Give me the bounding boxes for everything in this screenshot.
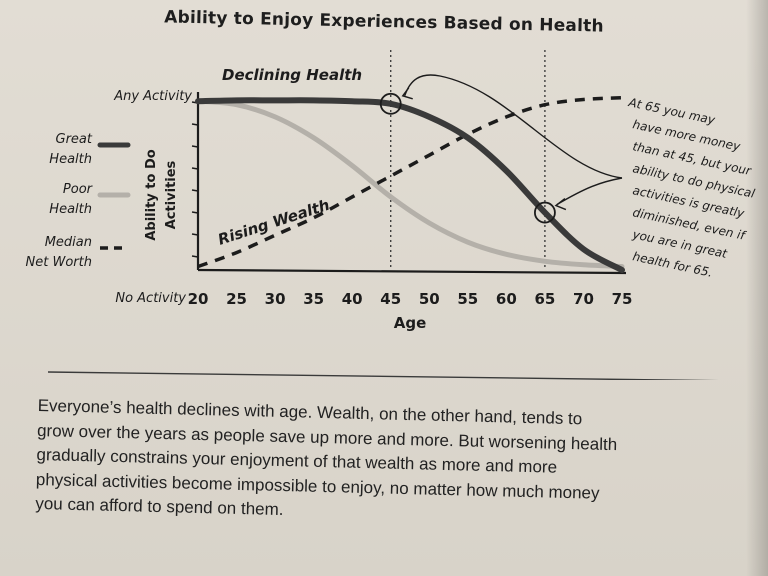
- annotation-arrow-65: [556, 177, 623, 206]
- y-axis-tick-mark: [191, 189, 199, 192]
- annotation-arrowhead-65: [554, 198, 567, 211]
- y-top-label: Any Activity: [113, 89, 192, 104]
- x-tick-label-25: 25: [226, 290, 247, 308]
- page-fold-shadow: [746, 0, 768, 576]
- y-axis-tick-mark: [191, 211, 199, 214]
- legend-label-median-net-worth: Net Worth: [26, 255, 92, 270]
- y-axis-tick-mark: [191, 167, 199, 170]
- y-axis-tick-mark: [191, 233, 199, 236]
- series-line-poor-health: [195, 98, 625, 270]
- x-tick-label-35: 35: [303, 290, 324, 308]
- x-tick-label-45: 45: [380, 290, 401, 308]
- x-tick-label-55: 55: [457, 290, 478, 308]
- series-line-great-health: [195, 97, 625, 273]
- legend-label-median-net-worth: Median: [45, 235, 92, 250]
- marker-circle-45: [379, 92, 402, 115]
- marker-circle-65: [534, 201, 556, 224]
- x-tick-label-70: 70: [573, 290, 594, 308]
- y-axis-label-line-1: Ability to Do: [144, 149, 159, 240]
- chart: 20 25 30 35 40 45 50 55 60 65 70 75 Age Ability to D…: [26, 50, 757, 380]
- legend-label-poor-health: Poor: [63, 182, 94, 197]
- annotation-arrowhead-45: [401, 87, 413, 100]
- x-axis-line: [197, 268, 627, 275]
- annotation-rising-wealth: Rising Wealth: [216, 196, 332, 249]
- x-tick-label-50: 50: [419, 290, 440, 308]
- x-tick-label-75: 75: [612, 290, 633, 308]
- annotation-arrow-45: [404, 74, 623, 179]
- section-divider: [47, 371, 719, 380]
- caption: Everyone’s health declines with age. Wea…: [35, 394, 738, 534]
- y-axis-tick-mark: [191, 255, 199, 258]
- annotation-declining-health: Declining Health: [222, 66, 362, 84]
- series-line-median-net-worth: [197, 95, 623, 269]
- x-tick-label-60: 60: [496, 290, 517, 308]
- x-tick-label-40: 40: [342, 290, 363, 308]
- x-axis-label: Age: [394, 314, 427, 332]
- legend-label-great-health: Health: [49, 152, 92, 167]
- y-axis-label-line-2: Activities: [164, 160, 179, 229]
- y-bottom-label: No Activity: [115, 291, 186, 306]
- y-axis-tick-mark: [191, 145, 199, 148]
- x-tick-label-20: 20: [188, 290, 209, 308]
- legend-label-poor-health: Health: [49, 202, 92, 217]
- x-tick-label-65: 65: [534, 290, 555, 308]
- x-tick-label-30: 30: [265, 290, 286, 308]
- legend-label-great-health: Great: [56, 132, 93, 147]
- y-axis-tick-mark: [191, 123, 199, 126]
